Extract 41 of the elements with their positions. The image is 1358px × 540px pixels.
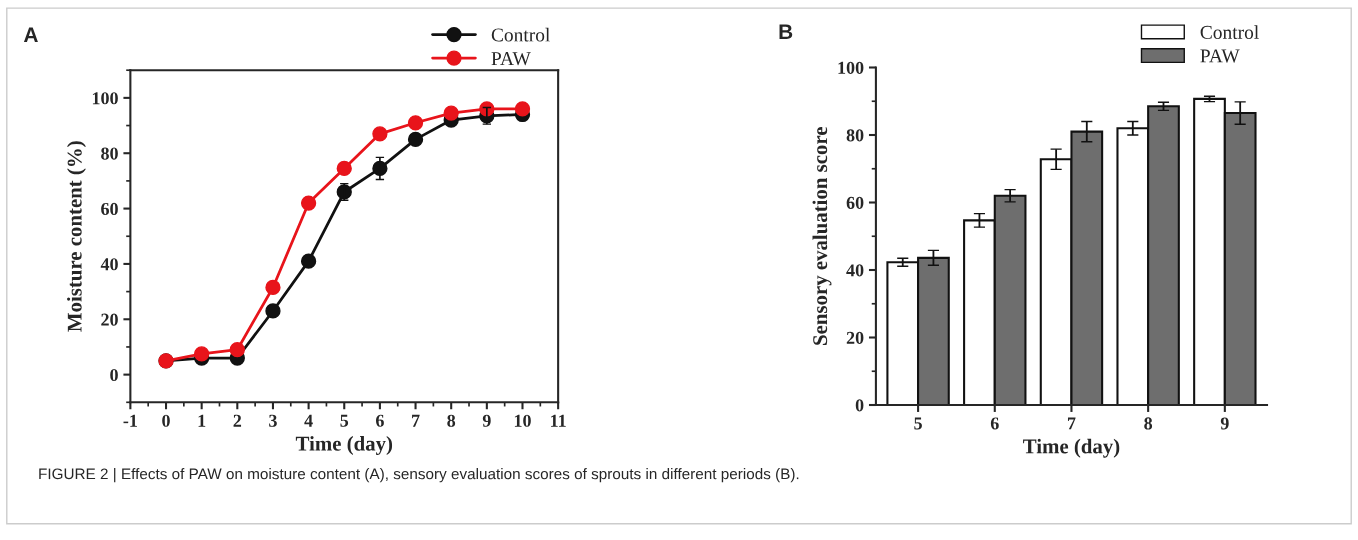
x-tick-label: 7: [412, 414, 420, 427]
y-tick-label: 80: [846, 129, 864, 142]
x-axis-title: Time (day): [295, 436, 393, 455]
x-tick-label: 6: [990, 417, 999, 430]
x-tick-label: 3: [269, 414, 277, 427]
y-tick-label: 20: [846, 331, 864, 344]
x-tick-label: 4: [304, 414, 313, 427]
x-tick-label: 7: [1067, 417, 1076, 430]
x-tick-label: -1: [123, 414, 137, 427]
y-tick-label: 40: [846, 264, 864, 277]
x-tick-label: 5: [914, 417, 922, 430]
y-axis-title: Moisture content (%): [67, 141, 86, 332]
x-tick-label: 8: [1144, 417, 1153, 430]
legend-label: Control: [1200, 25, 1259, 39]
chart-title: B: [779, 24, 793, 39]
chart-title: A: [23, 27, 38, 42]
y-tick-label: 20: [101, 313, 118, 326]
x-tick-label: 8: [447, 414, 456, 427]
y-tick-label: 0: [855, 399, 864, 412]
y-tick-label: 40: [100, 258, 118, 271]
x-tick-label: 6: [376, 414, 384, 427]
y-tick-label: 100: [92, 92, 118, 105]
legend-label: PAW: [1200, 49, 1240, 63]
x-tick-label: 9: [482, 414, 491, 427]
x-tick-label: 5: [340, 414, 349, 427]
y-tick-label: 80: [101, 147, 118, 160]
legend-label: Control: [491, 27, 550, 42]
x-tick-label: 11: [551, 414, 566, 427]
y-tick-label: 60: [846, 196, 864, 209]
x-tick-label: 2: [233, 414, 242, 427]
x-tick-label: 1: [198, 414, 206, 427]
y-tick-label: 100: [838, 61, 864, 74]
caption: FIGURE 2 | Effects of PAW on moisture content (A), sensory evaluation scores of sprouts in different periods (B).: [39, 468, 799, 483]
x-tick-label: 0: [162, 414, 170, 427]
legend-label: PAW: [491, 52, 531, 66]
y-tick-label: 0: [110, 368, 118, 382]
x-tick-label: 10: [514, 414, 531, 427]
y-tick-label: 60: [101, 202, 118, 216]
x-tick-label: 9: [1220, 417, 1229, 430]
x-axis-title: Time (day): [1023, 438, 1120, 458]
y-axis-title: Sensory evaluation score: [812, 127, 832, 345]
